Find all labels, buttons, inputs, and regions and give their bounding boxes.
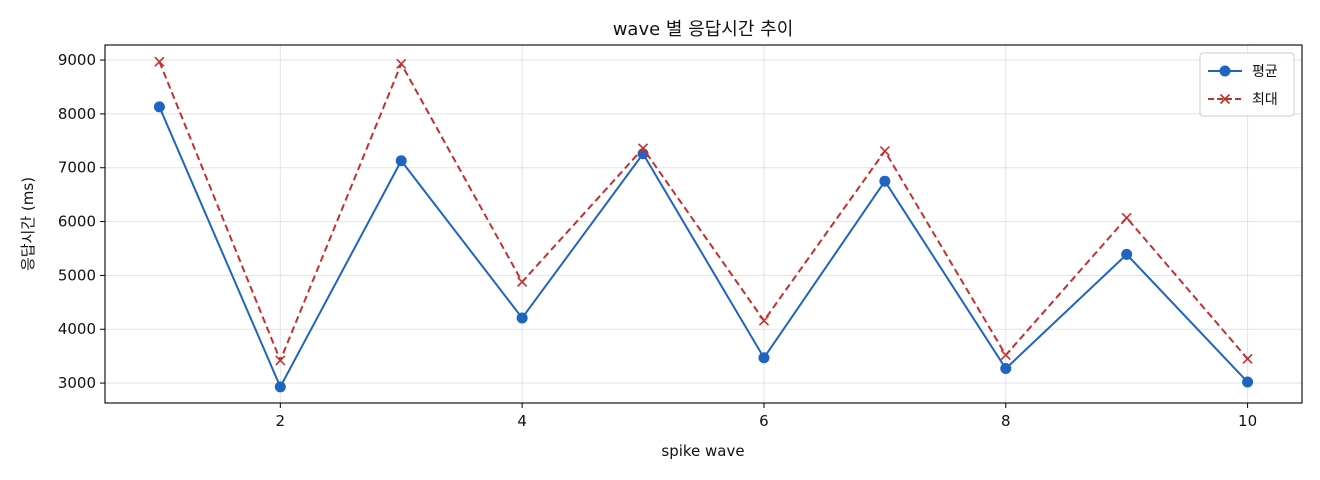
data-point-2	[758, 315, 770, 326]
data-point-1	[1000, 363, 1012, 375]
data-point-1	[1121, 248, 1133, 260]
data-point-2	[517, 276, 528, 287]
data-point-2	[879, 145, 890, 157]
plot-frame	[104, 44, 1303, 404]
axis-ticks: 2 4 6 8 10 3000 4000 5000 6000 7000 8000 9000	[58, 51, 1257, 430]
data-point-1	[274, 381, 286, 393]
y-tick-label: 7000	[58, 159, 96, 177]
y-tick-label: 5000	[58, 266, 96, 284]
y-tick-label: 9000	[58, 51, 96, 69]
data-point-2	[1121, 212, 1132, 223]
legend-marker-2	[1219, 93, 1231, 105]
x-tick-label: 10	[1238, 412, 1257, 430]
y-tick-label: 8000	[58, 105, 96, 123]
data-point-2	[1000, 350, 1011, 361]
data-point-2	[637, 143, 649, 154]
data-point-2	[396, 58, 407, 69]
y-tick-label: 4000	[58, 320, 96, 338]
series-line-1	[158, 106, 1249, 388]
legend-box	[1199, 52, 1295, 117]
series-line-2	[158, 61, 1249, 362]
legend-label-2: 최대	[1252, 92, 1278, 108]
data-point-1	[758, 352, 770, 364]
data-point-2	[1242, 353, 1253, 364]
x-tick-label: 4	[517, 412, 527, 430]
data-point-1	[153, 101, 165, 113]
legend-label-1: 평균	[1252, 64, 1278, 80]
x-tick-label: 8	[1001, 412, 1011, 430]
x-tick-label: 6	[759, 412, 769, 430]
data-point-1	[1242, 376, 1254, 388]
y-tick-label: 6000	[58, 213, 96, 231]
y-axis-label: 응답시간 (ms)	[19, 177, 37, 271]
data-point-1	[395, 155, 407, 167]
data-point-2	[154, 56, 165, 67]
chart-title: wave 별 응답시간 추이	[613, 19, 794, 40]
legend-marker-1	[1219, 65, 1231, 77]
data-point-1	[879, 175, 891, 187]
x-tick-label: 2	[276, 412, 286, 430]
data-point-2	[275, 355, 286, 366]
y-tick-label: 3000	[58, 374, 96, 392]
series-layer	[153, 56, 1254, 393]
x-axis-label: spike wave	[661, 442, 744, 460]
grid	[105, 45, 1302, 403]
data-point-1	[516, 312, 528, 324]
